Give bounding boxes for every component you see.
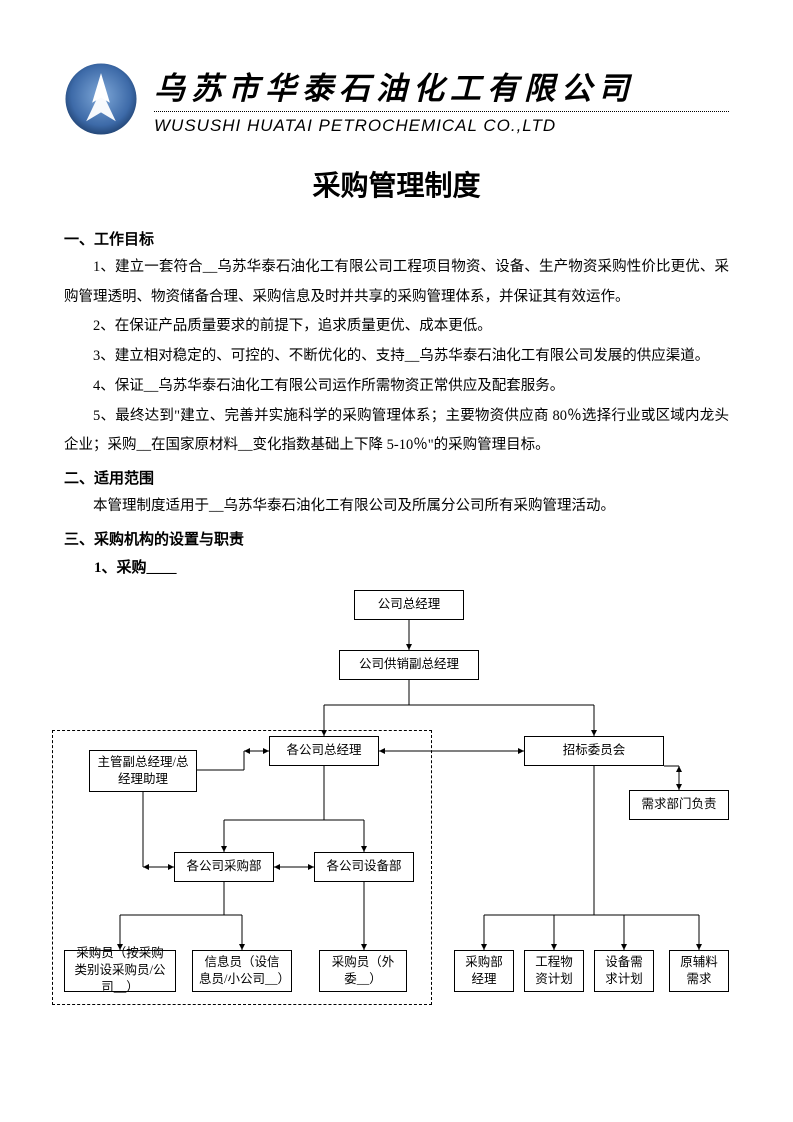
paragraph: 3、建立相对稳定的、可控的、不断优化的、支持__乌苏华泰石油化工有限公司发展的供… <box>64 342 729 372</box>
org-node-demand: 需求部门负责 <box>629 790 729 820</box>
paragraph: 1、建立一套符合__乌苏华泰石油化工有限公司工程项目物资、设备、生产物资采购性价… <box>64 253 729 312</box>
org-node-gm: 公司总经理 <box>354 590 464 620</box>
org-node-pm: 采购部经理 <box>454 950 514 992</box>
node-label: 各公司设备部 <box>326 858 401 875</box>
node-label: 原辅料需求 <box>676 954 722 988</box>
subsection-1: 1、采购____ <box>64 553 729 584</box>
org-node-eq-plan: 设备需求计划 <box>594 950 654 992</box>
node-label: 信息员（设信息员/小公司__） <box>199 954 285 988</box>
header-text: 乌苏市华泰石油化工有限公司 WUSUSHI HUATAI PETROCHEMIC… <box>154 63 729 136</box>
org-node-bid: 招标委员会 <box>524 736 664 766</box>
org-node-buyer2: 采购员（外委__） <box>319 950 407 992</box>
divider <box>154 111 729 112</box>
node-label: 采购部经理 <box>461 954 507 988</box>
org-node-equip-dept: 各公司设备部 <box>314 852 414 882</box>
org-node-vgm2: 主管副总经理/总经理助理 <box>89 750 197 792</box>
org-node-info: 信息员（设信息员/小公司__） <box>192 950 292 992</box>
node-label: 采购员（外委__） <box>326 954 400 988</box>
org-node-raw: 原辅料需求 <box>669 950 729 992</box>
org-node-buyer1: 采购员（按采购类别设采购员/公司__） <box>64 950 176 992</box>
org-node-mat-plan: 工程物资计划 <box>524 950 584 992</box>
node-label: 需求部门负责 <box>641 796 716 813</box>
org-node-vgm: 公司供销副总经理 <box>339 650 479 680</box>
node-label: 工程物资计划 <box>531 954 577 988</box>
node-label: 各公司总经理 <box>286 742 361 759</box>
company-logo-icon <box>64 62 138 136</box>
node-label: 设备需求计划 <box>601 954 647 988</box>
node-label: 公司总经理 <box>378 596 441 613</box>
org-chart: 公司总经理 公司供销副总经理 各公司总经理 招标委员会 主管副总经理/总经理助理… <box>64 590 729 1020</box>
company-name-cn: 乌苏市华泰石油化工有限公司 <box>154 63 729 108</box>
letterhead: 乌苏市华泰石油化工有限公司 WUSUSHI HUATAI PETROCHEMIC… <box>64 62 729 136</box>
section-3-title: 三、采购机构的设置与职责 <box>64 528 729 549</box>
node-label: 各公司采购部 <box>186 858 261 875</box>
paragraph: 本管理制度适用于__乌苏华泰石油化工有限公司及所属分公司所有采购管理活动。 <box>64 492 729 522</box>
node-label: 采购员（按采购类别设采购员/公司__） <box>71 945 169 996</box>
node-label: 公司供销副总经理 <box>359 656 459 673</box>
section-1-title: 一、工作目标 <box>64 228 729 249</box>
node-label: 主管副总经理/总经理助理 <box>96 754 190 788</box>
paragraph: 5、最终达到"建立、完善并实施科学的采购管理体系；主要物资供应商 80％选择行业… <box>64 402 729 461</box>
section-2-title: 二、适用范围 <box>64 467 729 488</box>
document-title: 采购管理制度 <box>64 164 729 204</box>
org-node-sub-gm: 各公司总经理 <box>269 736 379 766</box>
org-node-purch-dept: 各公司采购部 <box>174 852 274 882</box>
node-label: 招标委员会 <box>563 742 626 759</box>
company-name-en: WUSUSHI HUATAI PETROCHEMICAL CO.,LTD <box>154 116 729 136</box>
paragraph: 4、保证__乌苏华泰石油化工有限公司运作所需物资正常供应及配套服务。 <box>64 372 729 402</box>
paragraph: 2、在保证产品质量要求的前提下，追求质量更优、成本更低。 <box>64 312 729 342</box>
